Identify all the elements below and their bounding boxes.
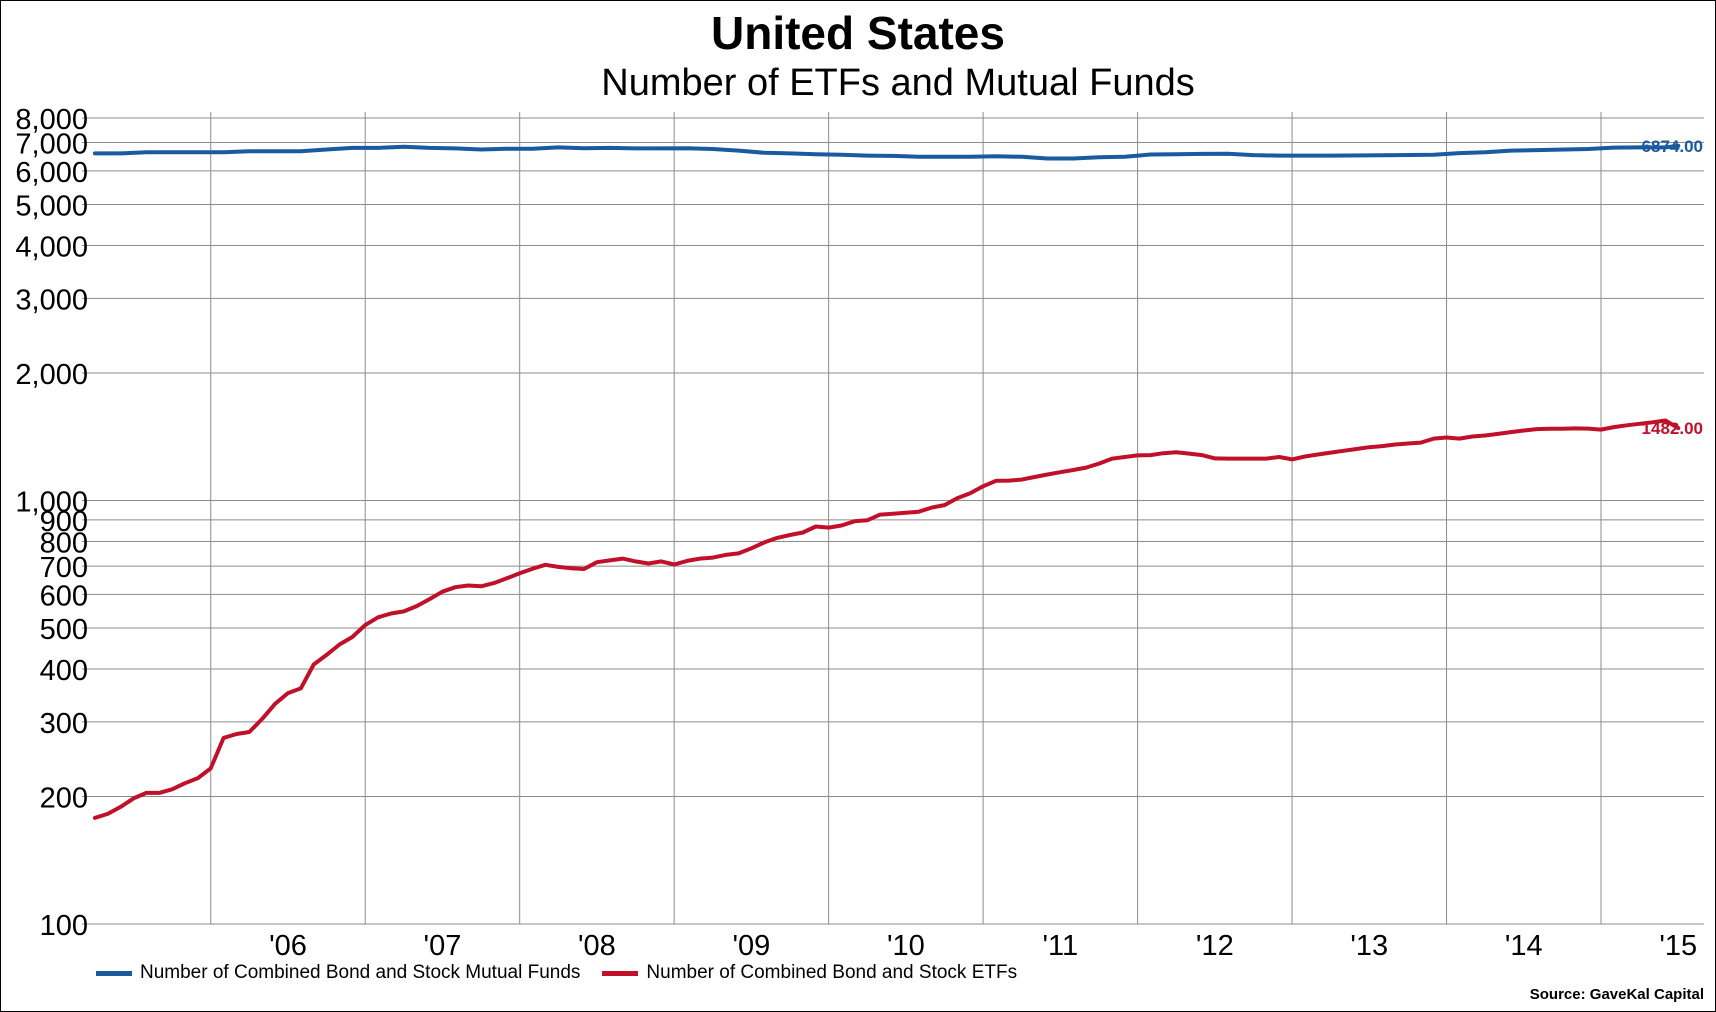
chart-subtitle: Number of ETFs and Mutual Funds <box>601 62 1195 104</box>
x-tick-label: '12 <box>1196 930 1234 962</box>
legend-label-etfs: Number of Combined Bond and Stock ETFs <box>646 962 1018 983</box>
x-tick-label: '06 <box>269 930 307 962</box>
series-line-mutual-funds <box>92 143 1681 161</box>
source-note: Source: GaveKal Capital <box>1529 986 1704 1003</box>
x-tick-label: '15 <box>1659 930 1697 962</box>
x-tick-label: '08 <box>578 930 616 962</box>
chart-title: United States <box>711 7 1005 59</box>
legend-swatch-etfs <box>602 970 639 976</box>
y-tick-label: 200 <box>40 783 88 815</box>
end-label-etfs: 1482.00 <box>1642 419 1703 438</box>
x-tick-label: '11 <box>1043 930 1079 962</box>
x-tick-label: '10 <box>887 930 925 962</box>
legend-swatch-mutual-funds <box>96 970 132 976</box>
y-tick-label: 100 <box>40 910 88 942</box>
series-line-etfs <box>92 418 1681 820</box>
y-tick-label: 7,000 <box>15 129 88 161</box>
legend-label-mutual-funds: Number of Combined Bond and Stock Mutual… <box>140 962 581 983</box>
legend-item-etfs: Number of Combined Bond and Stock ETFs <box>602 962 1017 984</box>
y-tick-label: 6,000 <box>15 157 88 189</box>
y-tick-label: 400 <box>40 655 88 687</box>
y-tick-label: 700 <box>40 552 88 584</box>
y-tick-label: 800 <box>40 528 88 560</box>
legend-item-mutual-funds: Number of Combined Bond and Stock Mutual… <box>96 962 580 984</box>
y-tick-label: 2,000 <box>15 359 88 391</box>
y-tick-label: 300 <box>40 708 88 740</box>
x-tick-label: '09 <box>732 930 770 962</box>
x-tick-label: '14 <box>1505 930 1543 962</box>
y-tick-label: 600 <box>40 580 88 612</box>
legend: Number of Combined Bond and Stock Mutual… <box>96 962 1017 984</box>
x-tick-label: '07 <box>424 930 462 962</box>
y-tick-label: 8,000 <box>15 104 88 136</box>
y-tick-label: 1,000 <box>15 486 88 518</box>
y-tick-label: 3,000 <box>15 284 88 316</box>
x-tick-label: '13 <box>1350 930 1388 962</box>
y-tick-label: 900 <box>40 506 88 538</box>
y-tick-label: 500 <box>40 614 88 646</box>
end-label-mutual-funds: 6874.00 <box>1642 137 1703 156</box>
y-tick-label: 4,000 <box>15 231 88 263</box>
y-tick-label: 5,000 <box>15 190 88 222</box>
